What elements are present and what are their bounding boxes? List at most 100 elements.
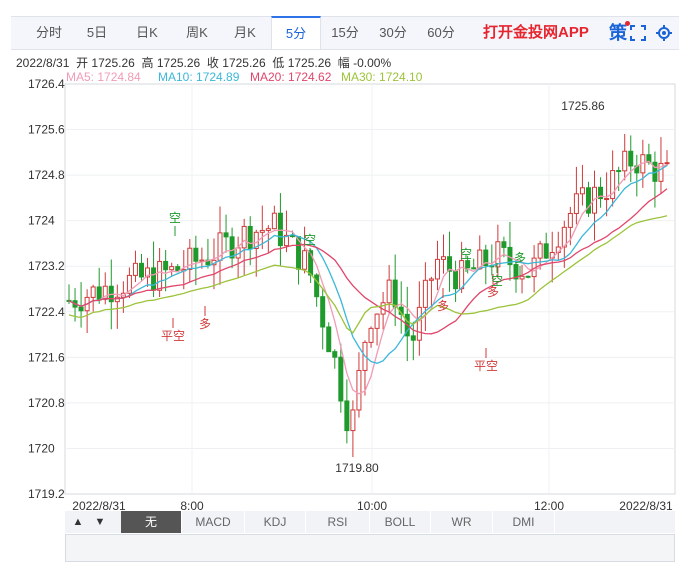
candle-body (622, 150, 628, 172)
ma5-legend: MA5: 1724.84 (66, 70, 141, 84)
tab-fenshi[interactable]: 分时 (35, 25, 62, 40)
candle-body (598, 186, 604, 200)
signal-label: 多 (437, 299, 449, 313)
candle-body (338, 356, 344, 402)
ohlc-info-line: 2022/8/31 开 1725.26 高 1725.26 收 1725.26 … (16, 54, 391, 71)
candle-body (459, 260, 465, 290)
candle-body (229, 236, 235, 259)
candle-body (78, 306, 84, 312)
tab-5min[interactable]: 5分 (271, 16, 321, 49)
candle-body (241, 225, 247, 249)
candle-body (163, 260, 169, 271)
candle-body (157, 260, 163, 291)
indicator-kdj-button[interactable]: KDJ (245, 511, 306, 533)
open-value: 1725.26 (91, 56, 135, 70)
y-tick-label: 1725.6 (28, 123, 65, 137)
candle-body (114, 296, 120, 303)
y-tick-label: 1720 (28, 441, 55, 455)
tab-monthly-k[interactable]: 月K (234, 25, 256, 40)
candle-body (525, 275, 531, 278)
strategy-button[interactable]: 策 (609, 23, 627, 43)
tab-15min[interactable]: 15分 (331, 25, 359, 40)
signal-label: 多 (514, 251, 526, 265)
candle-body (283, 234, 289, 247)
y-tick-label: 1720.8 (28, 396, 65, 410)
indicator-dmi-button[interactable]: DMI (493, 511, 555, 533)
indicator-macd-button[interactable]: MACD (182, 511, 245, 533)
indicator-boll-button[interactable]: BOLL (370, 511, 431, 533)
max-price-label: 1725.86 (561, 99, 605, 113)
high-value: 1725.26 (156, 56, 201, 70)
tab-60min[interactable]: 60分 (427, 25, 455, 40)
y-tick-label: 1723.2 (28, 259, 65, 273)
candle-body (374, 313, 380, 329)
candle-body (428, 278, 434, 281)
arrow-up-icon[interactable]: ▲ (72, 516, 84, 528)
candle-body (320, 296, 326, 328)
indicator-rsi-button[interactable]: RSI (306, 511, 370, 533)
candle-body (585, 187, 591, 214)
ma10-legend: MA10: 1724.89 (158, 70, 240, 84)
candle-body (247, 225, 253, 249)
x-tick-label: 12:00 (534, 499, 564, 513)
candle-body (422, 279, 428, 308)
candle-body (175, 266, 181, 272)
tab-30min[interactable]: 30分 (379, 25, 407, 40)
y-tick-label: 1721.6 (28, 350, 65, 364)
candle-body (102, 285, 108, 300)
candle-body (289, 234, 295, 238)
signal-label: 平空 (474, 359, 498, 373)
candle-body (501, 241, 507, 248)
tab-weekly-k[interactable]: 周K (186, 25, 208, 40)
candle-body (519, 275, 525, 280)
candle-body (368, 327, 374, 343)
ma-line-ma30 (68, 215, 668, 334)
y-tick-label: 1724.8 (28, 168, 65, 182)
x-tick-label: 10:00 (357, 499, 387, 513)
indicator-wr-button[interactable]: WR (431, 511, 493, 533)
candle-body (658, 162, 664, 182)
indicator-none-button[interactable]: 无 (121, 511, 182, 533)
candle-body (592, 186, 598, 214)
y-tick-label: 1722.4 (28, 305, 65, 319)
settings-icon[interactable] (655, 24, 673, 42)
x-tick-label: 2022/8/31 (72, 499, 126, 513)
candle-body (356, 369, 362, 411)
candle-body (193, 247, 199, 262)
time-navigator[interactable] (65, 534, 675, 562)
tab-daily-k[interactable]: 日K (136, 25, 158, 40)
candle-body (259, 229, 265, 233)
candle-body (664, 162, 670, 165)
min-price-label: 1719.80 (335, 461, 379, 475)
signal-label: 多 (487, 285, 499, 299)
candle-body (392, 279, 398, 308)
signal-label: 空 (460, 247, 472, 261)
candle-body (386, 279, 392, 304)
candle-body (471, 267, 477, 270)
candle-body (314, 274, 320, 298)
low-label: 低 (272, 56, 285, 70)
indicator-bar: ▲ ▼ 无 MACD KDJ RSI BOLL WR DMI (65, 511, 675, 533)
y-tick-label: 1724 (28, 214, 55, 228)
open-app-link[interactable]: 打开金投网APP (483, 24, 589, 41)
close-value: 1725.26 (222, 56, 266, 70)
ma-line-ma10 (68, 165, 668, 364)
tab-5day[interactable]: 5日 (86, 25, 108, 40)
candle-body (513, 264, 519, 280)
candle-body (537, 243, 543, 259)
fullscreen-icon[interactable] (629, 24, 647, 42)
candle-body (453, 270, 459, 290)
ma-line-ma20 (68, 188, 668, 335)
candle-body (344, 400, 350, 432)
candle-body (138, 262, 144, 278)
arrow-down-icon[interactable]: ▼ (94, 516, 106, 528)
candle-body (434, 258, 440, 280)
candle-body (126, 274, 132, 294)
plot-area (64, 83, 676, 495)
candle-body (205, 259, 211, 266)
candle-body (169, 266, 175, 271)
candle-body (616, 170, 622, 173)
signal-label: 平空 (161, 329, 185, 343)
candle-body (573, 193, 579, 214)
